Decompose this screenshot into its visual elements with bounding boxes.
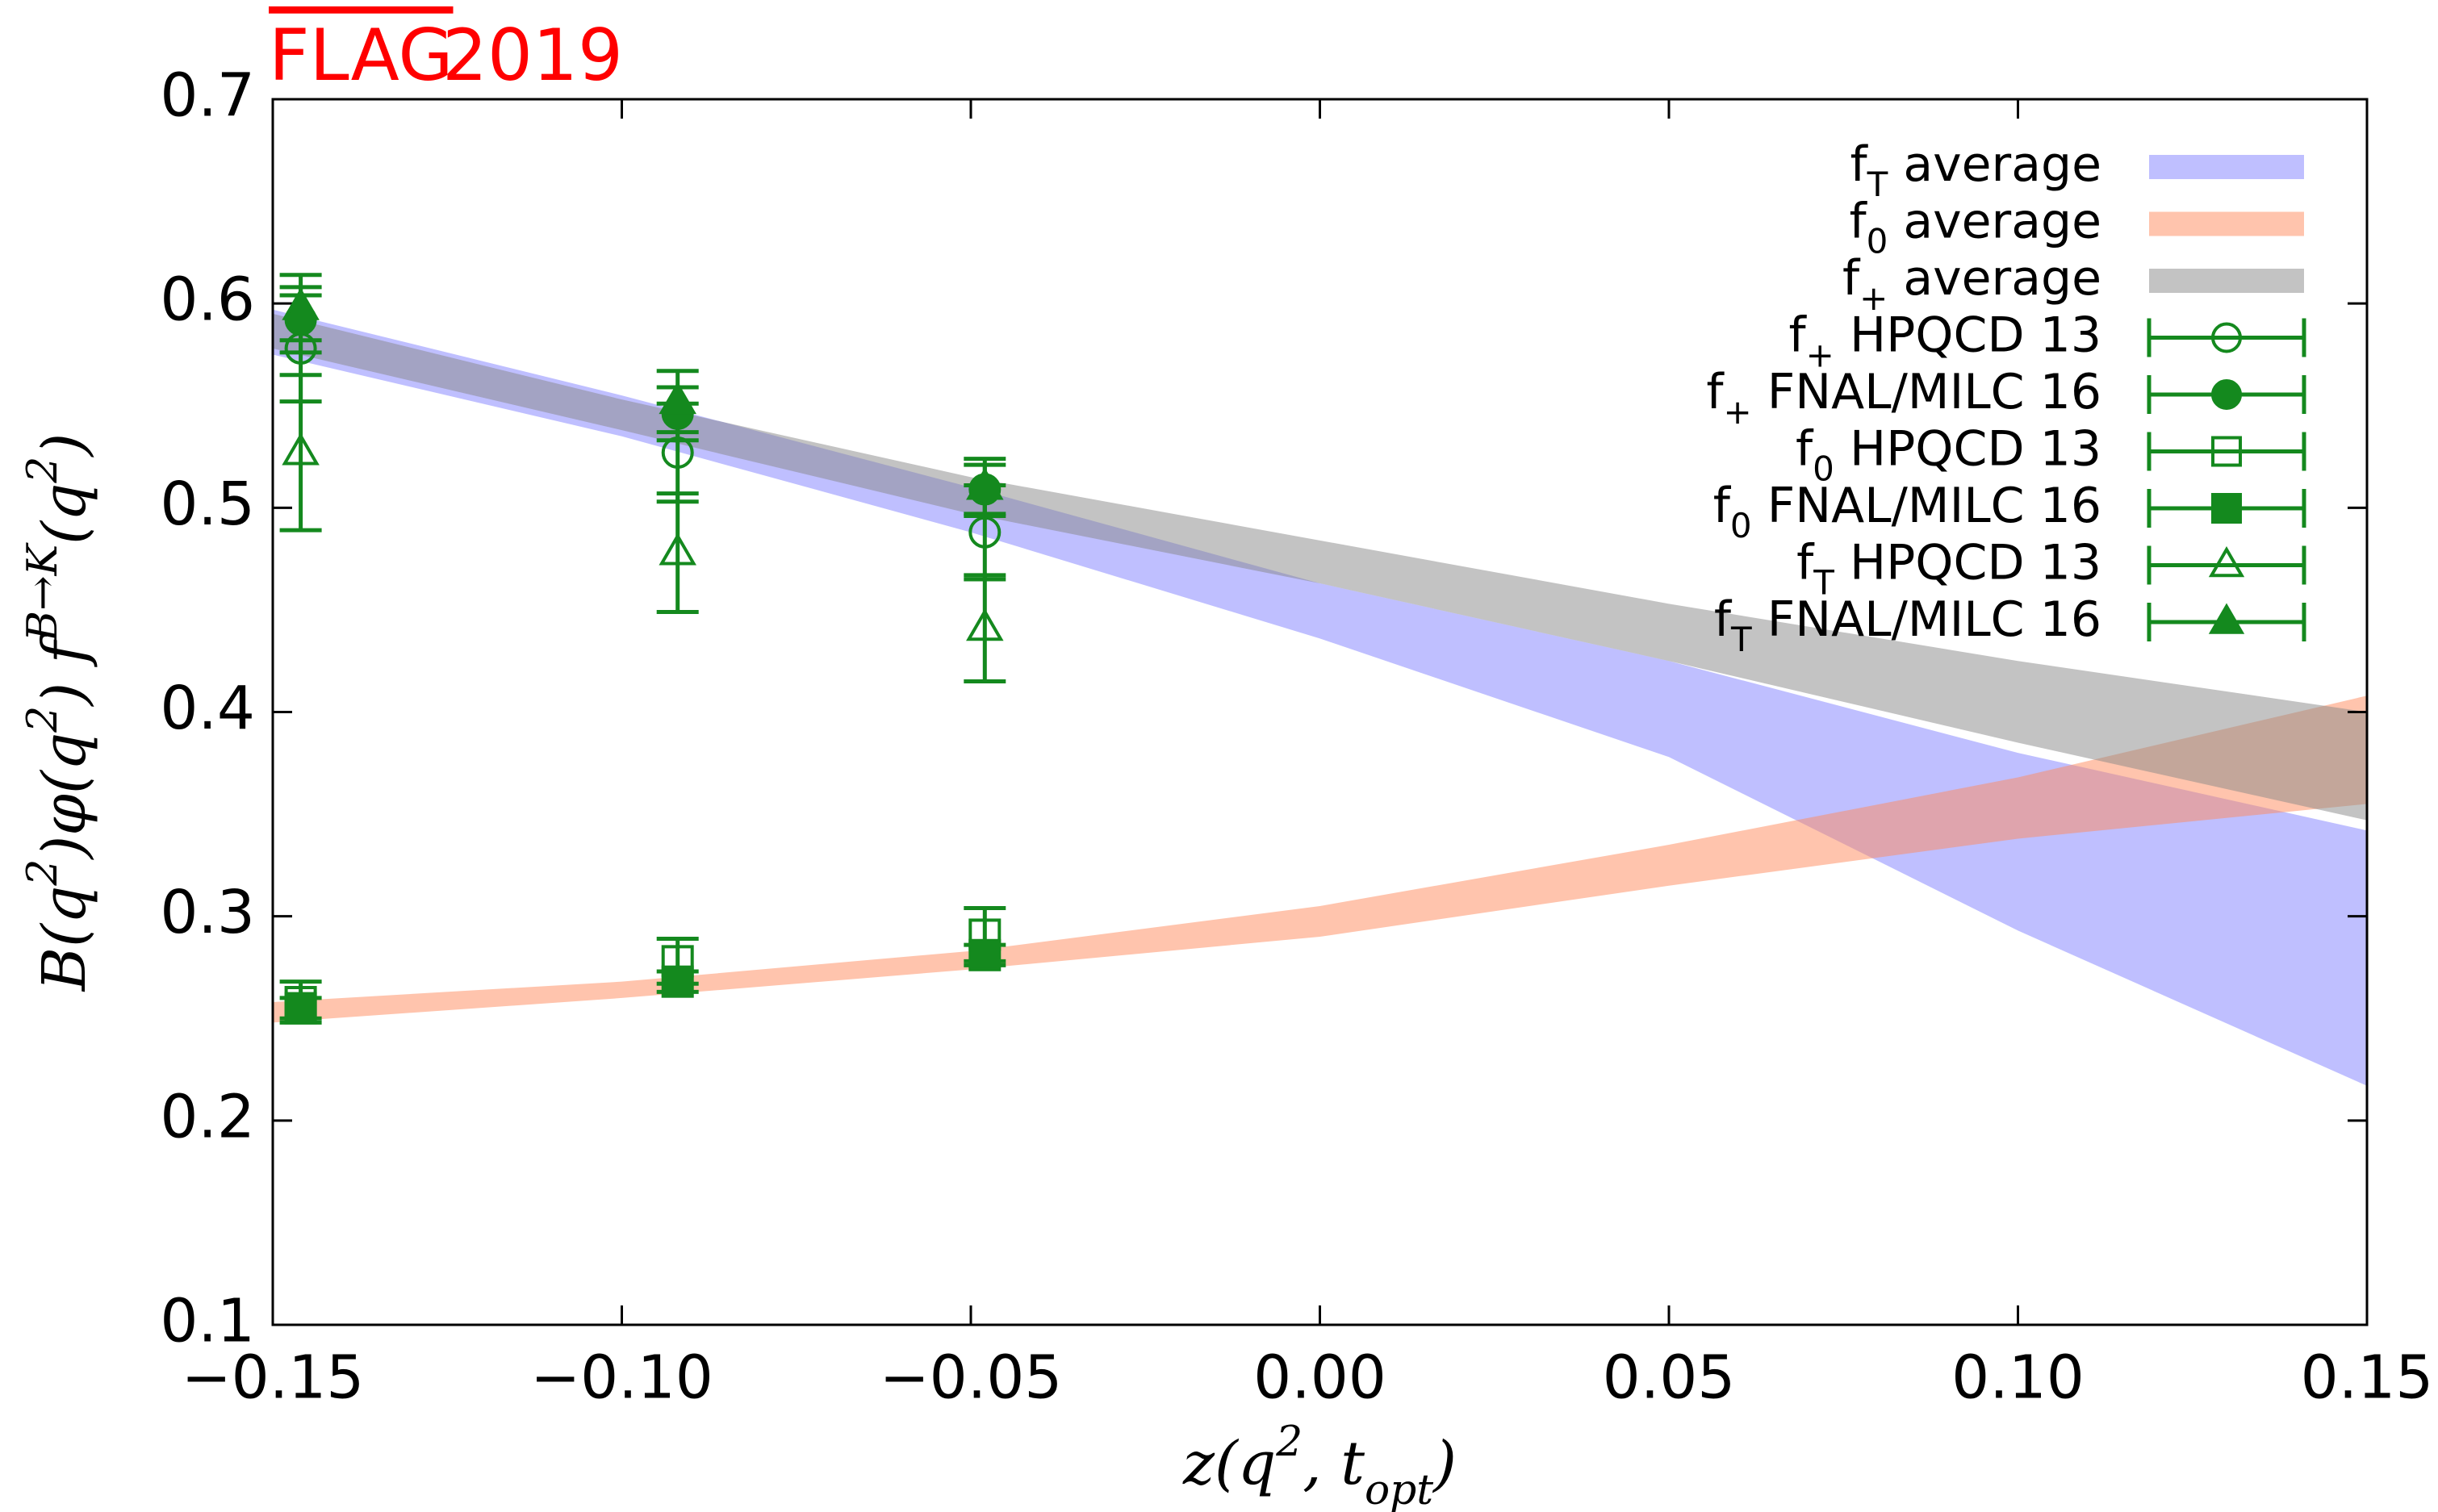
legend-label: fT FNAL/MILC 16 <box>1714 591 2101 659</box>
marker <box>2208 603 2245 634</box>
y-tick-label: 0.1 <box>160 1287 255 1356</box>
y-tick-label: 0.6 <box>160 265 255 335</box>
marker <box>661 965 694 998</box>
marker <box>968 516 1002 549</box>
error-bar <box>279 373 322 533</box>
marker <box>2211 379 2242 410</box>
x-axis-label: z(q2, topt) <box>1182 1418 1457 1512</box>
legend-label: fT average <box>1850 136 2101 204</box>
y-tick-label: 0.7 <box>160 61 255 131</box>
marker <box>282 432 320 466</box>
x-tick-label: 0.10 <box>1951 1343 2085 1413</box>
x-tick-label: −0.05 <box>880 1343 1063 1413</box>
x-tick-label: 0.00 <box>1253 1343 1386 1413</box>
marker <box>2211 322 2242 353</box>
x-tick-label: −0.15 <box>182 1343 365 1413</box>
marker <box>284 992 317 1025</box>
legend-label: f0 average <box>1849 193 2101 261</box>
error-bar <box>964 573 1006 684</box>
legend-swatch <box>2147 432 2306 471</box>
y-tick-label: 0.3 <box>160 878 255 947</box>
band <box>273 313 2367 821</box>
marker <box>659 381 696 415</box>
marker <box>659 533 696 566</box>
marker <box>661 436 694 469</box>
legend-label: f+ average <box>1842 250 2101 318</box>
legend-label: f0 HPQCD 13 <box>1796 420 2101 488</box>
marker <box>282 287 320 320</box>
legend-label: fT HPQCD 13 <box>1796 534 2101 602</box>
y-tick-label: 0.4 <box>160 674 255 743</box>
marker <box>2211 436 2242 467</box>
error-bar <box>656 491 699 614</box>
x-tick-label: −0.10 <box>530 1343 713 1413</box>
y-axis-label: B(q2)φ(q2) fB→K(q2) <box>19 433 100 993</box>
marker <box>2211 493 2242 524</box>
legend-swatch <box>2147 318 2306 357</box>
chart-title: FLAG <box>269 14 454 97</box>
y-tick-label: 0.2 <box>160 1082 255 1151</box>
x-tick-label: 0.05 <box>1603 1343 1736 1413</box>
marker <box>2208 545 2245 578</box>
marker <box>968 938 1002 971</box>
y-tick-label: 0.5 <box>160 470 255 539</box>
legend-label: f0 FNAL/MILC 16 <box>1713 478 2101 545</box>
marker <box>966 467 1004 500</box>
chart-subtitle: 2019 <box>442 14 623 97</box>
legend-label: f+ HPQCD 13 <box>1789 307 2101 374</box>
marker <box>966 608 1004 641</box>
legend-label: f+ FNAL/MILC 16 <box>1706 364 2101 432</box>
x-tick-label: 0.15 <box>2301 1343 2434 1413</box>
legend-swatch <box>2147 545 2306 585</box>
